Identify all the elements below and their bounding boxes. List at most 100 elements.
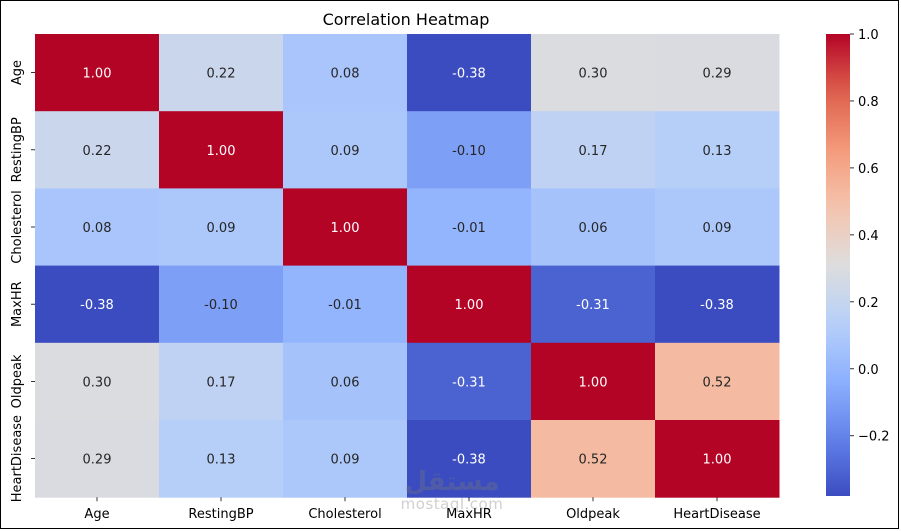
cell-value-Oldpeak-Cholesterol: 0.06: [331, 375, 360, 390]
heatmap-cell-MaxHR-RestingBP: [159, 265, 284, 344]
cell-value-RestingBP-Cholesterol: 0.09: [331, 144, 360, 159]
y-tick-label-RestingBP: RestingBP: [10, 117, 25, 182]
colorbar-gradient: [826, 34, 850, 496]
heatmap-cell-Cholesterol-MaxHR: [407, 188, 532, 267]
y-tick-label-Age: Age: [10, 60, 25, 85]
heatmap-cell-HeartDisease-Oldpeak: [531, 420, 656, 498]
y-tick-label-Oldpeak: Oldpeak: [10, 354, 25, 408]
x-axis: Age RestingBP Cholesterol MaxHR Oldpeak Heart…: [84, 497, 761, 522]
colorbar-tick-label: 0.4: [858, 229, 879, 244]
y-axis: Age RestingBP Cholesterol MaxHR Oldpeak Heart…: [10, 60, 35, 502]
heatmap-cell-MaxHR-MaxHR: [407, 265, 532, 344]
x-tick-label-Oldpeak: Oldpeak: [566, 507, 620, 522]
cell-value-RestingBP-Oldpeak: 0.17: [579, 144, 608, 159]
x-tick-label-Cholesterol: Cholesterol: [308, 507, 381, 522]
heatmap-cell-Oldpeak-RestingBP: [159, 342, 284, 421]
heatmap-cell-RestingBP-Oldpeak: [531, 111, 656, 189]
cell-value-Cholesterol-Cholesterol: 1.00: [331, 221, 360, 236]
heatmap-cell-Cholesterol-RestingBP: [159, 188, 284, 267]
heatmap-cell-HeartDisease-MaxHR: [407, 420, 532, 498]
heatmap-cell-MaxHR-HeartDisease: [655, 265, 780, 344]
colorbar-tick-label: 0.6: [858, 162, 879, 177]
cell-value-MaxHR-HeartDisease: -0.38: [700, 298, 734, 313]
cell-value-HeartDisease-MaxHR: -0.38: [452, 453, 486, 468]
heatmap-cell-Oldpeak-MaxHR: [407, 342, 532, 421]
heatmap-cell-HeartDisease-Cholesterol: [283, 420, 408, 498]
heatmap-cell-Oldpeak-Cholesterol: [283, 342, 408, 421]
cell-value-Cholesterol-HeartDisease: 0.09: [703, 221, 732, 236]
heatmap-cell-Age-Oldpeak: [531, 34, 656, 112]
cell-value-Age-Oldpeak: 0.30: [579, 67, 608, 82]
cell-value-Age-Age: 1.00: [83, 67, 112, 82]
cell-value-Age-RestingBP: 0.22: [207, 67, 236, 82]
heatmap-annotations: 1.00 0.22 0.08 -0.38 0.30 0.29 0.22 1.00 0.09 -0.…: [80, 67, 734, 468]
cell-value-MaxHR-RestingBP: -0.10: [204, 298, 238, 313]
heatmap-cell-Age-MaxHR: [407, 34, 532, 112]
heatmap-cell-RestingBP-Cholesterol: [283, 111, 408, 189]
cell-value-HeartDisease-HeartDisease: 1.00: [703, 453, 732, 468]
y-tick-label-HeartDisease: HeartDisease: [10, 415, 25, 502]
cell-value-HeartDisease-Oldpeak: 0.52: [579, 453, 608, 468]
cell-value-RestingBP-MaxHR: -0.10: [452, 144, 486, 159]
heatmap-cell-MaxHR-Cholesterol: [283, 265, 408, 344]
heatmap-cell-Oldpeak-HeartDisease: [655, 342, 780, 421]
cell-value-Oldpeak-Age: 0.30: [83, 375, 112, 390]
cell-value-Cholesterol-Age: 0.08: [83, 221, 112, 236]
heatmap-cell-Cholesterol-Age: [35, 188, 160, 267]
heatmap-cell-Age-Cholesterol: [283, 34, 408, 112]
colorbar-tick-label: −0.2: [858, 430, 890, 445]
colorbar-tick-label: 0.8: [858, 95, 879, 110]
cell-value-Oldpeak-HeartDisease: 0.52: [703, 375, 732, 390]
heatmap-cell-MaxHR-Age: [35, 265, 160, 344]
cell-value-HeartDisease-Age: 0.29: [83, 453, 112, 468]
cell-value-RestingBP-Age: 0.22: [83, 144, 112, 159]
cell-value-Oldpeak-Oldpeak: 1.00: [579, 375, 608, 390]
cell-value-Age-Cholesterol: 0.08: [331, 67, 360, 82]
cell-value-MaxHR-MaxHR: 1.00: [455, 298, 484, 313]
cell-value-HeartDisease-RestingBP: 0.13: [207, 453, 236, 468]
x-tick-label-Age: Age: [84, 507, 109, 522]
heatmap-cell-HeartDisease-RestingBP: [159, 420, 284, 498]
heatmap-cells: [35, 34, 780, 498]
heatmap-cell-HeartDisease-HeartDisease: [655, 420, 780, 498]
cell-value-MaxHR-Cholesterol: -0.01: [328, 298, 362, 313]
heatmap-cell-RestingBP-Age: [35, 111, 160, 189]
cell-value-Age-HeartDisease: 0.29: [703, 67, 732, 82]
y-tick-label-MaxHR: MaxHR: [10, 281, 25, 327]
heatmap-cell-HeartDisease-Age: [35, 420, 160, 498]
cell-value-Cholesterol-MaxHR: -0.01: [452, 221, 486, 236]
heatmap-cell-Age-HeartDisease: [655, 34, 780, 112]
y-tick-label-Cholesterol: Cholesterol: [10, 190, 25, 263]
heatmap-cell-Age-Age: [35, 34, 160, 112]
colorbar-tick-label: 0.0: [858, 363, 879, 378]
cell-value-Cholesterol-RestingBP: 0.09: [207, 221, 236, 236]
heatmap-cell-Oldpeak-Oldpeak: [531, 342, 656, 421]
heatmap-cell-Oldpeak-Age: [35, 342, 160, 421]
cell-value-Cholesterol-Oldpeak: 0.06: [579, 221, 608, 236]
cell-value-RestingBP-RestingBP: 1.00: [207, 144, 236, 159]
x-tick-label-HeartDisease: HeartDisease: [673, 507, 760, 522]
cell-value-HeartDisease-Cholesterol: 0.09: [331, 453, 360, 468]
heatmap-cell-RestingBP-HeartDisease: [655, 111, 780, 189]
x-tick-label-RestingBP: RestingBP: [188, 507, 253, 522]
cell-value-MaxHR-Oldpeak: -0.31: [576, 298, 610, 313]
cell-value-MaxHR-Age: -0.38: [80, 298, 114, 313]
chart-title: Correlation Heatmap: [323, 10, 490, 29]
heatmap-cell-Cholesterol-Cholesterol: [283, 188, 408, 267]
cell-value-Oldpeak-RestingBP: 0.17: [207, 375, 236, 390]
heatmap-cell-RestingBP-RestingBP: [159, 111, 284, 189]
cell-value-Age-MaxHR: -0.38: [452, 67, 486, 82]
cell-value-Oldpeak-MaxHR: -0.31: [452, 375, 486, 390]
colorbar-tick-label: 0.2: [858, 296, 879, 311]
x-tick-label-MaxHR: MaxHR: [446, 507, 492, 522]
heatmap-cell-MaxHR-Oldpeak: [531, 265, 656, 344]
heatmap-cell-Cholesterol-Oldpeak: [531, 188, 656, 267]
colorbar-tick-label: 1.0: [858, 28, 879, 43]
colorbar: 1.0 0.8 0.6 0.4 0.2 0.0 −0.2: [826, 28, 890, 496]
heatmap-cell-Cholesterol-HeartDisease: [655, 188, 780, 267]
heatmap-cell-Age-RestingBP: [159, 34, 284, 112]
cell-value-RestingBP-HeartDisease: 0.13: [703, 144, 732, 159]
heatmap-cell-RestingBP-MaxHR: [407, 111, 532, 189]
